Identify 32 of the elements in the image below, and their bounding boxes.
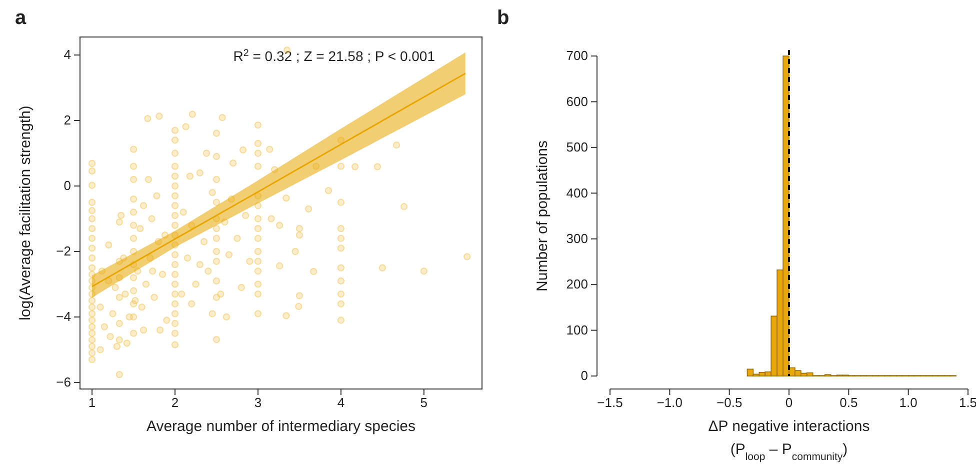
annotation: R$^{2}$ = 0.32 ; Z = 21.58 ; P < 0.001 xyxy=(233,48,436,64)
x-tick-label: −1.0 xyxy=(656,395,683,410)
y-axis-title: Number of populations xyxy=(534,140,551,292)
y-tick-label: 600 xyxy=(566,94,588,109)
chart-title: b xyxy=(497,7,510,29)
y-tick-label: 0 xyxy=(64,178,71,194)
y-tick-label: 2 xyxy=(64,112,71,128)
x-tick-label: 5 xyxy=(420,395,428,410)
x-tick-label: 1.0 xyxy=(899,395,918,410)
y-tick-label: 200 xyxy=(566,276,588,292)
chart-title: a xyxy=(15,7,27,29)
x-tick-label: 1 xyxy=(88,395,96,410)
x-axis-title: ΔP negative interactions (P$_{loop}$ – P$_{community}$) xyxy=(708,418,870,463)
y-tick-label: −2 xyxy=(56,244,71,259)
x-tick-label: −1.5 xyxy=(597,395,623,410)
x-tick-label: 4 xyxy=(337,395,345,410)
x-axis-title: Average number of intermediary species xyxy=(146,418,416,435)
x-tick-label: −0.5 xyxy=(716,395,742,410)
y-tick-label: −4 xyxy=(56,309,71,324)
y-tick-label: −6 xyxy=(56,374,71,390)
y-tick-label: 500 xyxy=(566,140,588,155)
x-tick-label: 0.5 xyxy=(840,395,858,410)
x-tick-label: 0 xyxy=(785,395,793,410)
y-tick-label: 4 xyxy=(64,47,71,62)
y-tick-label: 0 xyxy=(580,368,588,384)
y-axis-title: log(Average facilitation strength) xyxy=(17,106,34,320)
y-tick-label: 400 xyxy=(566,185,588,200)
y-tick-label: 300 xyxy=(566,231,588,246)
y-tick-label: 700 xyxy=(566,48,588,64)
x-tick-label: 3 xyxy=(254,395,262,410)
x-tick-label: 2 xyxy=(171,395,179,410)
y-tick-label: 100 xyxy=(566,322,588,338)
